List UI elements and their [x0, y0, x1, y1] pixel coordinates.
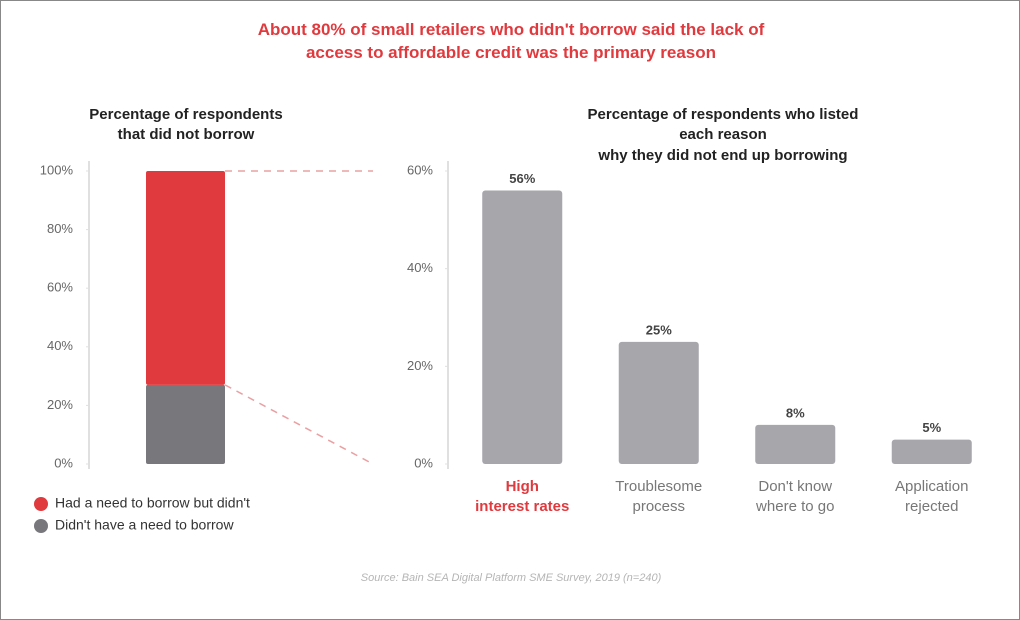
- y-tick-label: 80%: [47, 221, 73, 236]
- y-tick-label: 60%: [407, 162, 433, 177]
- bar: [482, 190, 563, 465]
- right-chart-title: Percentage of respondents who listed eac…: [587, 106, 859, 164]
- y-tick-label: 0%: [414, 455, 433, 470]
- bar: [618, 341, 699, 464]
- x-tick-label: Don't know where to go: [756, 478, 835, 516]
- y-tick-label: 40%: [407, 260, 433, 275]
- y-tick-label: 100%: [40, 162, 74, 177]
- source-note: Source: Bain SEA Digital Platform SME Su…: [360, 572, 662, 584]
- value-label: 5%: [922, 420, 941, 435]
- y-tick-label: 60%: [47, 280, 73, 295]
- x-tick-label: Application rejected: [895, 478, 969, 516]
- bar-segment: [146, 171, 225, 385]
- legend-label: Didn't have a need to borrow: [55, 517, 234, 533]
- y-tick-label: 20%: [407, 358, 433, 373]
- y-tick-label: 20%: [47, 397, 73, 412]
- x-tick-label: Troublesome process: [615, 478, 703, 516]
- legend-marker: [34, 497, 48, 511]
- legend-marker: [34, 519, 48, 533]
- y-tick-label: 0%: [54, 455, 73, 470]
- x-tick-label: High interest rates: [475, 478, 570, 516]
- main-title: About 80% of small retailers who didn't …: [257, 20, 765, 62]
- value-label: 56%: [509, 171, 535, 186]
- connector-line: [224, 384, 374, 465]
- bar: [891, 439, 972, 464]
- legend-label: Had a need to borrow but didn't: [55, 495, 250, 511]
- y-tick-label: 40%: [47, 338, 73, 353]
- left-chart-title: Percentage of respondents that did not b…: [89, 106, 283, 144]
- value-label: 8%: [786, 405, 805, 420]
- bar-segment: [146, 384, 225, 464]
- value-label: 25%: [646, 322, 672, 337]
- bar: [755, 424, 836, 464]
